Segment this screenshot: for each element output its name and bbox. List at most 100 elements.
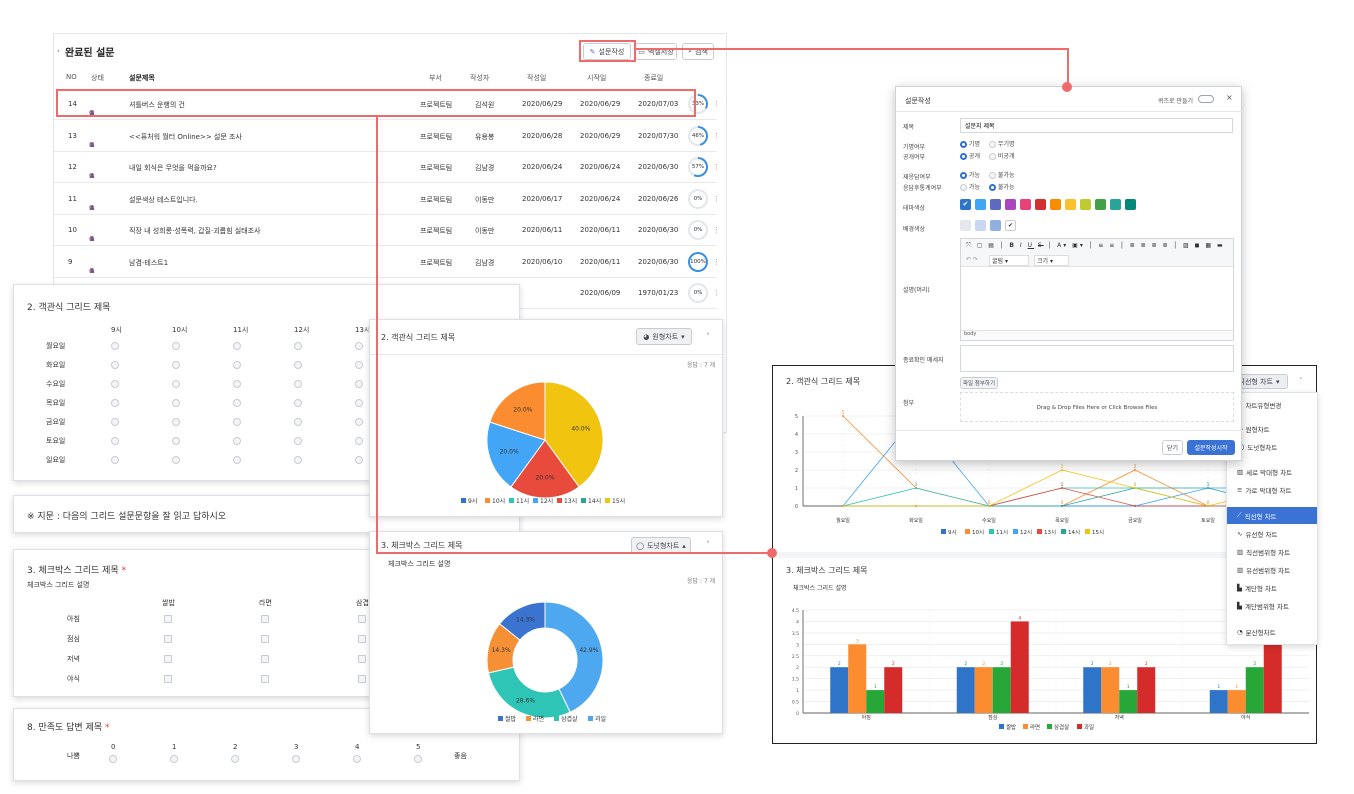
data-point[interactable] <box>1061 505 1063 507</box>
pie-chart-type-button[interactable]: ◕ 원형차트 ▾ <box>636 328 692 345</box>
q2-radio[interactable] <box>172 399 180 407</box>
q3-checkbox[interactable] <box>261 675 269 683</box>
font-select[interactable]: 굴림 ▾ <box>989 255 1029 266</box>
header-end[interactable]: 종료일 <box>644 74 664 82</box>
theme-swatch[interactable] <box>990 199 1001 210</box>
chart-type-option[interactable]: ◔ 분산형차트 <box>1237 627 1276 637</box>
data-point[interactable] <box>915 505 917 507</box>
bar[interactable] <box>1245 667 1264 713</box>
bg-swatch[interactable] <box>990 220 1001 231</box>
q2-radio[interactable] <box>233 380 241 388</box>
q2-radio[interactable] <box>111 342 119 350</box>
create-survey-button[interactable]: ✎ 설문작성 <box>583 43 631 60</box>
table-row[interactable]: 11 ⊙ ▫ ♟ C ≡ 설문색상 테스트입니다. 프로젝트팀 이동만 2020/06/17 202… <box>54 184 720 215</box>
theme-swatch[interactable] <box>1035 199 1046 210</box>
q2-radio[interactable] <box>355 380 363 388</box>
q2-radio[interactable] <box>111 361 119 369</box>
row-menu-icon[interactable]: ⋮ <box>713 163 720 171</box>
public-option-2[interactable]: 비공개 <box>989 151 1014 160</box>
row-title[interactable]: 직장 내 성희롱·성폭력, 갑질·괴롭힘 실태조사 <box>129 227 261 235</box>
chart-type-option[interactable]: ▥ 직선범위형 차트 <box>1237 547 1291 557</box>
bar[interactable] <box>1227 690 1246 713</box>
q8-radio[interactable] <box>414 755 422 763</box>
q2-radio[interactable] <box>355 361 363 369</box>
q2-radio[interactable] <box>355 342 363 350</box>
table-row[interactable]: 9 ⊙ ▫ ♟ C ≡ 남겸-테스트1 프로젝트팀 김남경 2020/06/10 2020/06/1… <box>54 247 720 278</box>
radio[interactable] <box>989 141 996 148</box>
row-menu-icon[interactable]: ⋮ <box>713 131 720 140</box>
row-title[interactable]: <<퓨처워 월터 Online>> 설문 조사 <box>129 132 242 141</box>
bar[interactable] <box>1209 690 1228 713</box>
undo-redo-icons[interactable]: ↶ ↷ <box>966 256 978 263</box>
theme-swatch[interactable] <box>1065 199 1076 210</box>
q2-radio[interactable] <box>355 437 363 445</box>
attach-file-button[interactable]: 파일 첨부하기 <box>960 377 998 389</box>
chart-type-option[interactable]: ⟋ 직선형 차트 <box>1227 507 1317 524</box>
search-button[interactable]: ⌕ 검색 <box>682 43 714 60</box>
q3-checkbox[interactable] <box>358 635 366 643</box>
back-chevron-icon[interactable]: ‹ <box>57 47 60 55</box>
q8-radio[interactable] <box>353 755 361 763</box>
stats-after-option-2[interactable]: 불가능 <box>989 182 1014 191</box>
pie-slice[interactable] <box>544 381 604 488</box>
q3-checkbox[interactable] <box>164 615 172 623</box>
bg-swatch-selected[interactable]: ✔ <box>1005 220 1016 231</box>
q8-radio[interactable] <box>292 755 300 763</box>
theme-swatch[interactable] <box>975 199 986 210</box>
chart-type-option[interactable]: ▙ 계단범위형 차트 <box>1237 601 1289 611</box>
theme-swatch[interactable] <box>1005 199 1016 210</box>
q2-radio[interactable] <box>294 361 302 369</box>
row-title[interactable]: 남겸-테스트1 <box>129 258 169 267</box>
q3-checkbox[interactable] <box>358 615 366 623</box>
bar[interactable] <box>1137 667 1156 713</box>
q2-radio[interactable] <box>355 418 363 426</box>
q3-checkbox[interactable] <box>261 615 269 623</box>
public-option-1[interactable]: 공개 <box>960 151 980 160</box>
q3-checkbox[interactable] <box>261 655 269 663</box>
pie-slice[interactable] <box>489 381 546 441</box>
radio[interactable] <box>960 184 967 191</box>
q2-radio[interactable] <box>172 437 180 445</box>
data-point[interactable] <box>1207 505 1209 507</box>
table-row[interactable]: 12 ⊙ ▫ ♟ C ≡ 내일 회식은 무엇을 먹을까요? 프로젝트팀 김남경 2020/06/2… <box>54 152 720 183</box>
row-title[interactable]: 설문색상 테스트입니다. <box>129 195 198 204</box>
row-menu-icon[interactable]: ⋮ <box>713 257 720 266</box>
q3-checkbox[interactable] <box>358 655 366 663</box>
data-point[interactable] <box>842 505 844 507</box>
chart-type-option[interactable]: ▥ 유선범위형 차트 <box>1237 565 1291 575</box>
q3-checkbox[interactable] <box>164 655 172 663</box>
theme-swatch[interactable] <box>1125 199 1136 210</box>
table-row[interactable]: 13 ⊙ ▫ ♟ C ≡ <<퓨처워 월터 Online>> 설문 조사 프로젝트팀 유용봉 20… <box>54 121 720 152</box>
data-point[interactable] <box>1061 487 1063 489</box>
close-icon[interactable]: × <box>1226 93 1233 102</box>
q2-radio[interactable] <box>233 456 241 464</box>
q2-radio[interactable] <box>233 437 241 445</box>
size-select[interactable]: 크기 ▾ <box>1034 255 1069 266</box>
bg-swatch[interactable] <box>960 220 971 231</box>
q2-radio[interactable] <box>111 380 119 388</box>
q2-radio[interactable] <box>172 342 180 350</box>
bar[interactable] <box>1010 621 1029 713</box>
theme-swatch[interactable] <box>1020 199 1031 210</box>
header-no[interactable]: NO <box>66 73 77 81</box>
chart-type-option[interactable]: ▙ 계단형 차트 <box>1237 583 1277 593</box>
header-created[interactable]: 작성일 <box>527 74 547 82</box>
file-drop-zone[interactable]: Drag & Drop Files Here or Click Browse F… <box>960 392 1234 422</box>
theme-swatch[interactable] <box>1080 199 1091 210</box>
data-point[interactable] <box>1134 505 1136 507</box>
header-status[interactable]: 상태 <box>91 74 104 82</box>
radio-selected[interactable] <box>989 184 996 191</box>
named-option-1[interactable]: 기명 <box>960 139 980 148</box>
data-point[interactable] <box>1134 487 1136 489</box>
collapse-chevron-icon[interactable]: ˄ <box>706 332 710 341</box>
q2-radio[interactable] <box>233 418 241 426</box>
radio[interactable] <box>989 153 996 160</box>
data-point[interactable] <box>842 415 844 417</box>
q2-radio[interactable] <box>233 399 241 407</box>
theme-swatch[interactable] <box>1095 199 1106 210</box>
reanswer-option-2[interactable]: 불가능 <box>989 170 1014 179</box>
excel-save-button[interactable]: ▭ 엑셀저장 <box>635 43 677 60</box>
toolbar-icons[interactable]: ⤧ ▢ ▤ │ B I U S │ A▾ ▣▾ │ ≡ ≡ │ ≣ ≣ ≣ ≣ … <box>966 242 1225 249</box>
q2-radio[interactable] <box>355 456 363 464</box>
q3-checkbox[interactable] <box>261 635 269 643</box>
